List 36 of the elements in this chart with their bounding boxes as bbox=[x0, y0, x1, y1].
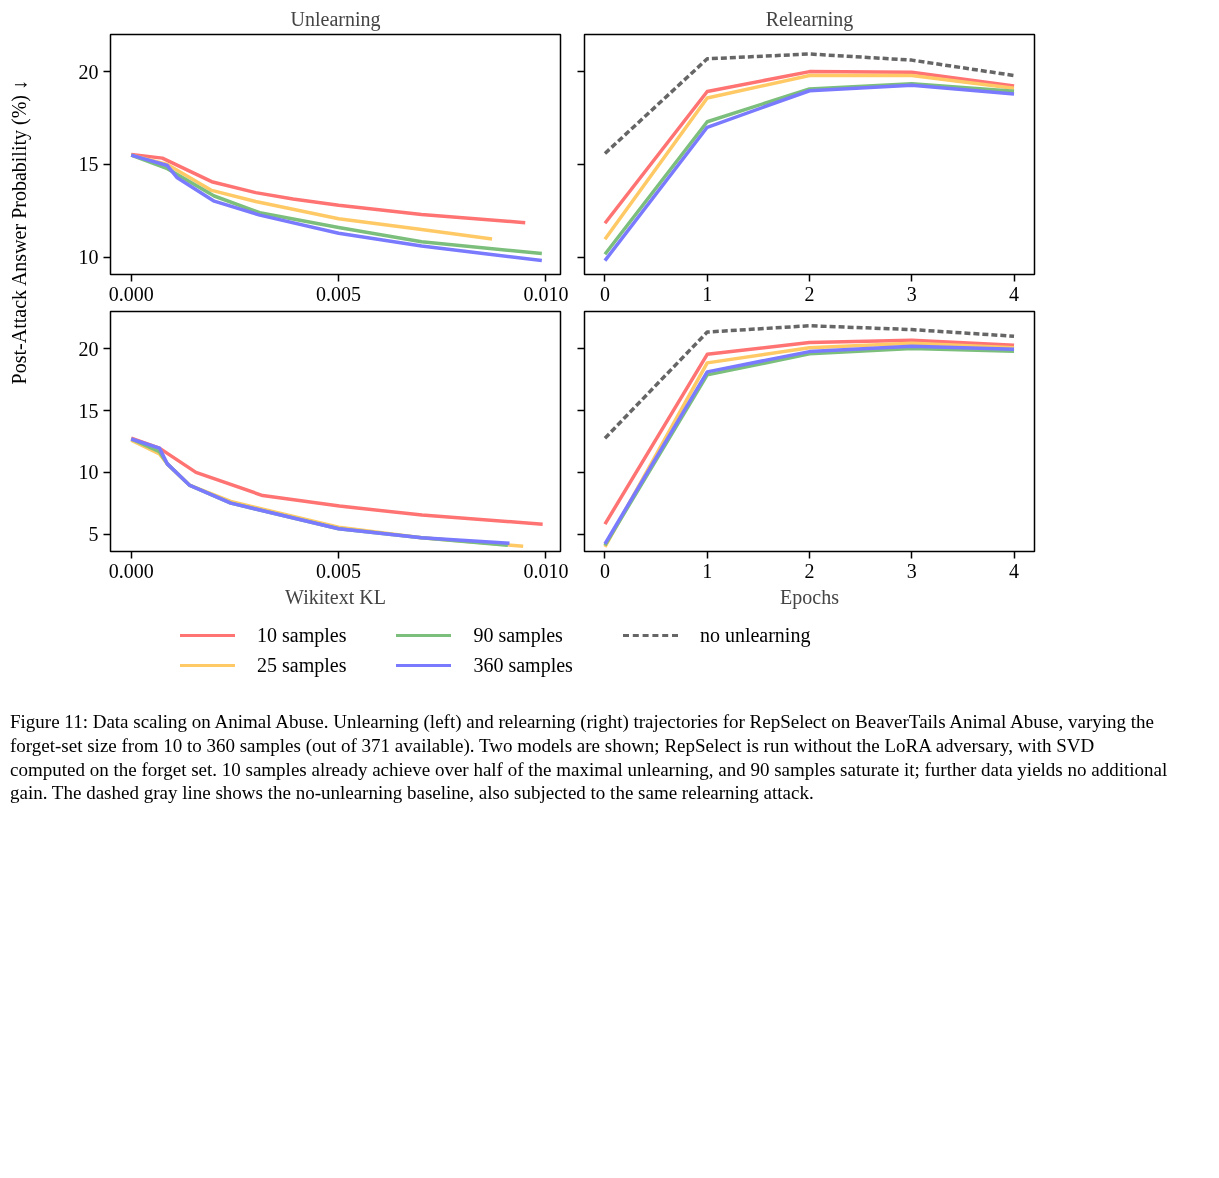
x-tick-label: 4 bbox=[1009, 559, 1020, 582]
x-tick-label: 0.000 bbox=[108, 559, 154, 582]
legend-label: 25 samples bbox=[257, 652, 347, 679]
chart-title: Relearning bbox=[765, 7, 854, 31]
x-axis-title: Wikitext KL bbox=[285, 585, 386, 608]
y-tick-label: 5 bbox=[88, 523, 99, 546]
x-tick-label: 4 bbox=[1009, 282, 1020, 305]
x-tick-label: 0.010 bbox=[523, 282, 569, 305]
caption: Figure 11: Data scaling on Animal Abuse. Unlearning (left) and relearning (right) trajectories for RepSelect on BeaverTails Animal Abuse, varying the forget-set size from 10 to 360 samples (out of 371 available). Two models are shown; RepSelect is run without the LoRA adversary, with SVD computed on the forget set. 10 samples already achieve over half of the maximal unlearning, and 90 samples saturate it; further data yields no additional gain. The dashed gray line shows the no-unlearning baseline, also subjected to the same relearning attack. bbox=[10, 710, 1169, 805]
x-axis-title: Epochs bbox=[780, 585, 840, 609]
y-tick-label: 20 bbox=[78, 60, 99, 83]
x-tick-label: 0.005 bbox=[316, 282, 362, 305]
x-tick-label: 3 bbox=[906, 282, 917, 305]
x-tick-label: 0.000 bbox=[108, 282, 154, 305]
x-tick-label: 0.005 bbox=[316, 559, 362, 582]
y-tick-label: 10 bbox=[78, 461, 99, 484]
chart-title: Unlearning bbox=[290, 7, 381, 31]
y-tick-label: 15 bbox=[78, 153, 99, 176]
line-series bbox=[129, 436, 545, 526]
legend-label: no unlearning bbox=[699, 622, 811, 649]
x-tick-label: 0 bbox=[599, 282, 610, 305]
y-axis-title: Post-Attack Answer Probability (%) ↓ bbox=[7, 80, 32, 385]
x-tick-label: 1 bbox=[702, 559, 713, 582]
y-tick-label: 10 bbox=[78, 246, 99, 269]
legend-label: 90 samples bbox=[473, 622, 563, 649]
legend-label: 10 samples bbox=[257, 622, 347, 649]
y-tick-label: 15 bbox=[78, 399, 99, 422]
x-tick-label: 2 bbox=[804, 282, 815, 305]
x-tick-label: 1 bbox=[702, 282, 713, 305]
x-tick-label: 0 bbox=[599, 559, 610, 582]
x-tick-label: 2 bbox=[804, 559, 815, 582]
x-tick-label: 0.010 bbox=[523, 559, 569, 582]
legend-label: 360 samples bbox=[473, 652, 573, 679]
line-series bbox=[129, 152, 527, 225]
y-tick-label: 20 bbox=[78, 337, 99, 360]
x-tick-label: 3 bbox=[906, 559, 917, 582]
